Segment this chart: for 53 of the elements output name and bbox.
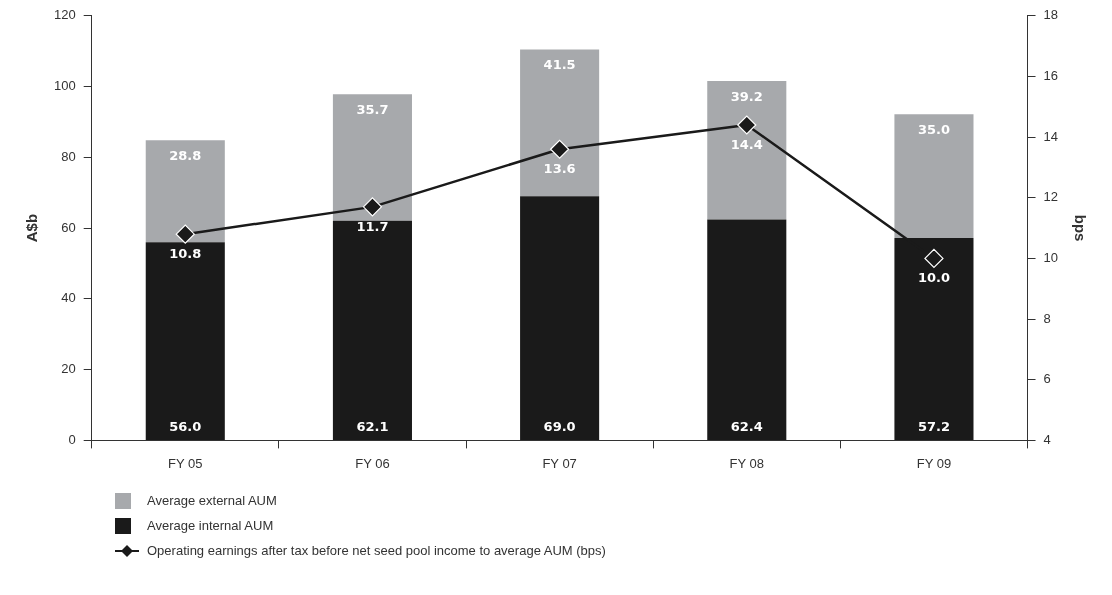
point [737, 115, 757, 135]
legend-label: Average external AUM [147, 493, 277, 508]
point [550, 139, 570, 159]
point [175, 224, 195, 244]
bar [145, 140, 225, 243]
data-label: 10.8 [169, 246, 202, 262]
y2-tick-label: 8 [1043, 310, 1051, 326]
x-tick-label: FY 09 [916, 455, 952, 471]
y2-tick-label: 16 [1043, 68, 1059, 84]
data-label: 35.7 [356, 102, 389, 118]
data-label: 57.2 [917, 418, 950, 434]
bar [707, 80, 787, 220]
x-tick-label: FY 08 [729, 455, 765, 471]
data-label: 14.4 [730, 136, 763, 152]
data-label: 56.0 [169, 418, 202, 434]
y-tick-label: 0 [68, 431, 76, 447]
bar [332, 94, 412, 221]
data-label: 28.8 [169, 148, 202, 164]
y-tick-label: 80 [61, 148, 76, 164]
data-label: 10.0 [917, 270, 950, 286]
y-axis-title: A$b [23, 213, 41, 243]
bar [894, 114, 974, 239]
point [362, 197, 383, 217]
y2-tick-label: 12 [1043, 189, 1059, 205]
data-label: 11.7 [356, 218, 389, 234]
bar [520, 49, 600, 197]
y2-axis-title: bps [1071, 214, 1089, 242]
y-tick-label: 40 [61, 290, 76, 306]
y2-tick-label: 14 [1043, 128, 1059, 144]
y-tick-label: 60 [61, 219, 76, 235]
legend-label: Average internal AUM [147, 518, 274, 533]
data-label: 13.6 [543, 161, 576, 177]
point [924, 248, 944, 269]
y-tick-label: 100 [53, 78, 76, 94]
data-label: 39.2 [730, 88, 763, 104]
x-tick-label: FY 05 [168, 455, 203, 471]
data-label: 62.4 [730, 418, 763, 434]
x-tick-label: FY 07 [542, 455, 577, 471]
data-label: 69.0 [543, 418, 576, 434]
x-tick-label: FY 06 [355, 455, 390, 471]
bar [332, 220, 412, 440]
y2-tick-label: 10 [1043, 250, 1059, 266]
data-label: 41.5 [543, 57, 576, 73]
y2-tick-label: 18 [1043, 7, 1059, 23]
y2-tick-label: 4 [1043, 431, 1051, 447]
y-tick-label: 120 [53, 7, 76, 23]
y2-tick-label: 6 [1043, 371, 1051, 387]
y-tick-label: 20 [61, 361, 76, 377]
legend-label: Operating earnings after tax before net seed pool income to average AUM (bps) [147, 543, 606, 558]
bar [520, 196, 600, 440]
data-label: 62.1 [356, 418, 389, 434]
data-label: 35.0 [917, 122, 950, 138]
bar [707, 219, 787, 440]
